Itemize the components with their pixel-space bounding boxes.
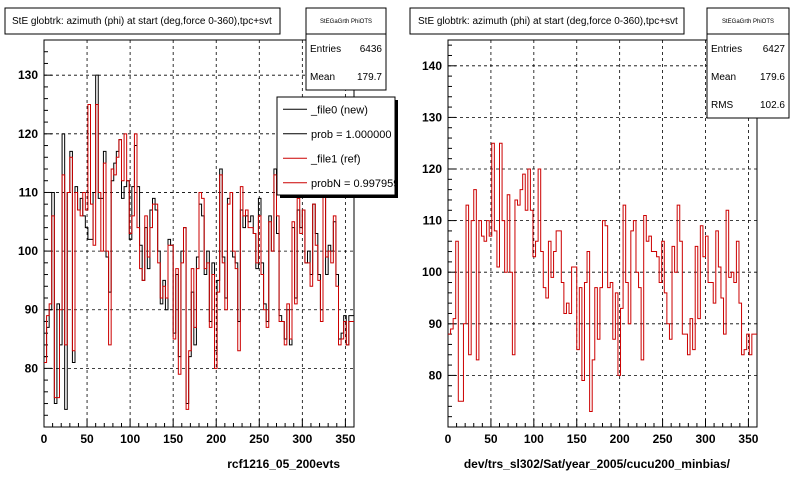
- left-x-axis-label: rcf1216_05_200evts: [227, 457, 340, 471]
- stats-value: 179.6: [760, 72, 785, 83]
- legend-entry-label: prob = 1.000000: [311, 129, 391, 141]
- right-panel: StE globtrk: azimuth (phi) at start (deg…: [409, 7, 790, 471]
- x-tick-label: 200: [610, 432, 630, 446]
- y-tick-label: 90: [25, 303, 39, 317]
- right-stats-box: StEGaGrth PhiOTS Entries 6427 Mean 179.6 RMS 1…: [706, 7, 790, 119]
- x-tick-label: 300: [292, 432, 312, 446]
- stats-label: Mean: [711, 72, 736, 83]
- histogram-series-0: [448, 142, 757, 413]
- x-tick-label: 50: [80, 432, 94, 446]
- x-tick-label: 250: [653, 432, 673, 446]
- legend-entry-label: _file1 (ref): [310, 153, 361, 165]
- x-tick-label: 100: [120, 432, 140, 446]
- x-tick-label: 0: [41, 432, 48, 446]
- y-tick-label: 100: [18, 244, 38, 258]
- right-plot-area: 0 50 100 150 200 250 300 350 80 90 100 110 120 130 140: [422, 39, 759, 446]
- stats-value: 179.7: [357, 72, 382, 83]
- y-tick-label: 140: [422, 59, 442, 73]
- legend-entry-label: _file0 (new): [310, 104, 368, 116]
- right-chart-title: StE globtrk: azimuth (phi) at start (deg…: [418, 16, 678, 27]
- right-x-axis-label: dev/trs_sl302/Sat/year_2005/cucu200_minb…: [464, 457, 731, 471]
- right-title-box: [409, 7, 685, 35]
- x-tick-label: 150: [567, 432, 587, 446]
- y-tick-label: 130: [422, 110, 442, 124]
- x-tick-label: 250: [249, 432, 269, 446]
- x-tick-label: 350: [335, 432, 355, 446]
- y-tick-label: 120: [18, 127, 38, 141]
- y-tick-label: 90: [429, 317, 443, 331]
- stats-value: 6436: [360, 44, 383, 55]
- stats-name: StEGaGrth PhiOTS: [722, 19, 774, 25]
- stats-value: 6427: [763, 44, 786, 55]
- x-tick-label: 300: [695, 432, 715, 446]
- legend-entry-label: probN = 0.997959: [311, 178, 399, 190]
- left-title-box: [4, 7, 281, 35]
- legend-frame: [276, 96, 396, 196]
- x-tick-label: 200: [206, 432, 226, 446]
- histogram-series-1: [44, 104, 354, 410]
- stats-box-frame: [706, 7, 790, 119]
- left-stats-box: StEGaGrth PhiOTS Entries 6436 Mean 179.7: [305, 7, 387, 91]
- y-tick-label: 120: [422, 162, 442, 176]
- stats-label: Entries: [711, 44, 742, 55]
- left-chart-title: StE globtrk: azimuth (phi) at start (deg…: [12, 16, 272, 27]
- x-tick-label: 350: [738, 432, 758, 446]
- y-tick-label: 110: [423, 214, 443, 228]
- stats-name: StEGaGrth PhiOTS: [320, 19, 372, 25]
- stats-label: Mean: [310, 72, 335, 83]
- x-tick-label: 150: [163, 432, 183, 446]
- left-panel: StE globtrk: azimuth (phi) at start (deg…: [4, 7, 399, 471]
- y-tick-label: 100: [422, 265, 442, 279]
- x-tick-label: 0: [445, 432, 452, 446]
- stats-box-frame: [305, 7, 387, 91]
- stats-value: 102.6: [760, 100, 785, 111]
- x-tick-label: 100: [524, 432, 544, 446]
- y-tick-label: 110: [19, 185, 39, 199]
- left-legend: _file0 (new) prob = 1.000000 _file1 (ref) p…: [276, 96, 399, 198]
- x-tick-label: 50: [484, 432, 498, 446]
- y-tick-label: 80: [429, 368, 443, 382]
- stats-label: Entries: [310, 44, 341, 55]
- y-tick-label: 80: [25, 361, 39, 375]
- y-tick-label: 130: [18, 68, 38, 82]
- stats-label: RMS: [711, 100, 734, 111]
